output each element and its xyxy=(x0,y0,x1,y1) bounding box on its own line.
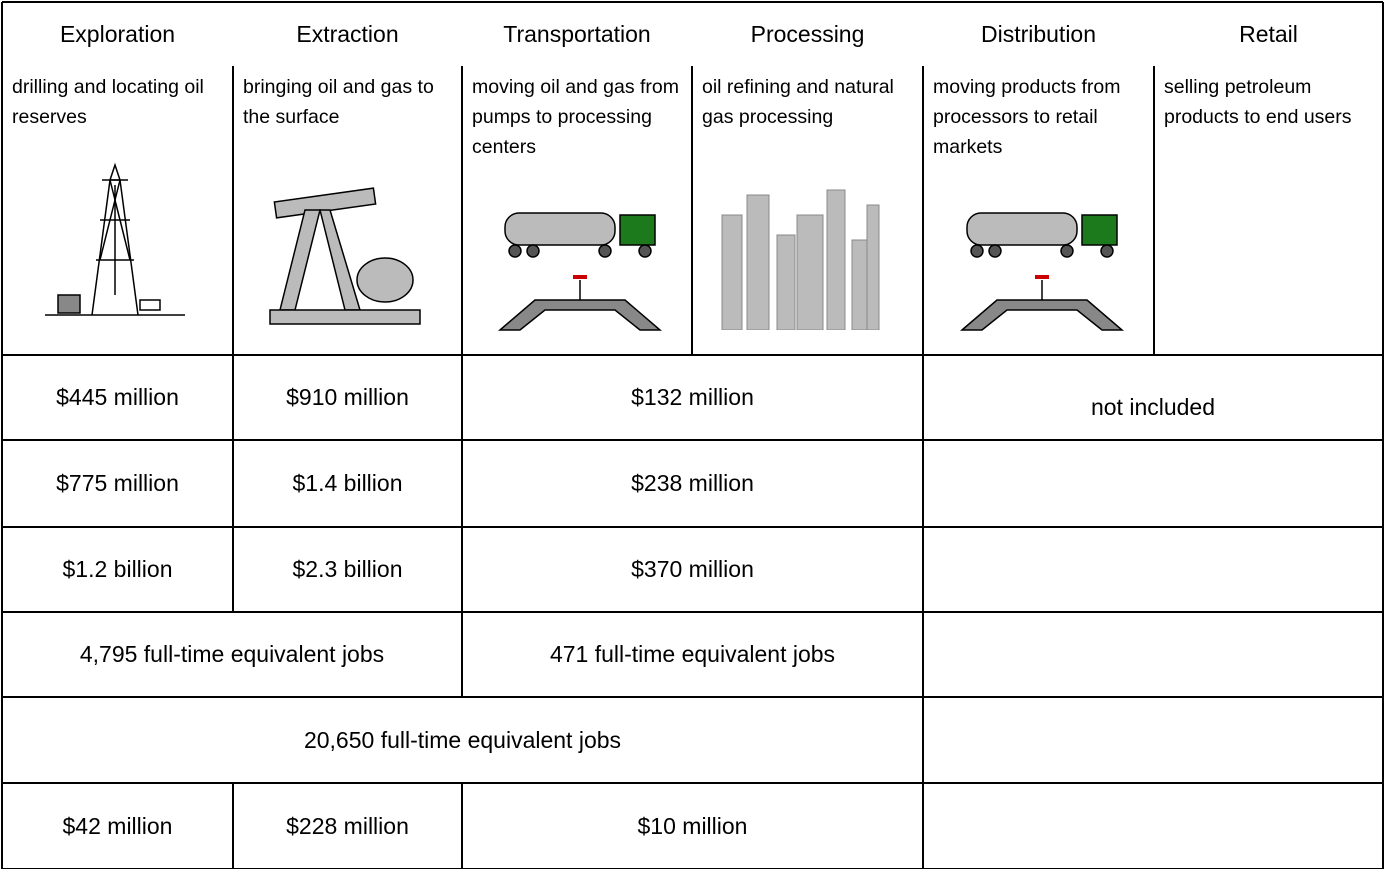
column-description: moving oil and gas from pumps to process… xyxy=(472,76,680,158)
table-cell: 20,650 full-time equivalent jobs xyxy=(303,726,622,753)
table-cell: $775 million xyxy=(56,470,179,496)
column-header: Retail xyxy=(1239,20,1298,47)
column-description: bringing oil and gas to the surface xyxy=(243,76,434,128)
refinery-icon xyxy=(721,189,880,330)
column-header: Extraction xyxy=(296,20,399,47)
table-cell: $910 million xyxy=(286,384,409,410)
column-header: Transportation xyxy=(503,20,651,47)
column-description: selling petroleum products to end users xyxy=(1164,76,1352,128)
column-description: oil refining and natural gas processing xyxy=(702,76,894,128)
distribution-icon xyxy=(959,212,1125,331)
column-header: Distribution xyxy=(980,20,1097,47)
table-cell: $1.4 billion xyxy=(292,470,403,496)
derrick-icon xyxy=(45,162,185,316)
table-cell: $228 million xyxy=(286,812,409,839)
table-cell: $238 million xyxy=(631,470,754,496)
table-cell: 4,795 full-time equivalent jobs xyxy=(79,641,385,667)
pump-jack-icon xyxy=(269,187,421,325)
column-header: Processing xyxy=(750,20,865,47)
table-cell: $445 million xyxy=(56,384,179,410)
table-cell: $1.2 billion xyxy=(62,556,173,582)
table-cell: $2.3 billion xyxy=(292,556,403,582)
table-cell: $42 million xyxy=(62,812,173,839)
column-description: moving products from processors to retai… xyxy=(933,76,1121,158)
table-cell: $10 million xyxy=(637,812,748,839)
column-header: Exploration xyxy=(59,20,176,47)
table-cell: 471 full-time equivalent jobs xyxy=(549,641,836,667)
transport-icon xyxy=(497,212,663,331)
column-description: drilling and locating oil reserves xyxy=(12,76,204,128)
table-cell: not included xyxy=(1090,394,1216,420)
table-cell: $132 million xyxy=(631,384,754,410)
table-cell: $370 million xyxy=(631,556,754,582)
